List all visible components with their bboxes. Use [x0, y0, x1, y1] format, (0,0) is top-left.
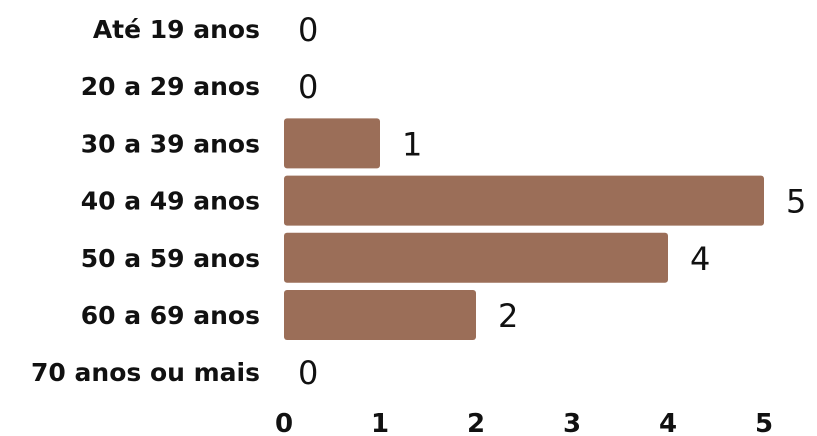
x-tick-label: 2 [467, 409, 485, 436]
bar [284, 290, 476, 340]
value-labels: 0 0 1 5 4 2 0 [298, 11, 806, 392]
category-label: 30 a 39 anos [81, 129, 260, 158]
category-label: 70 anos ou mais [31, 358, 260, 387]
bars [284, 118, 764, 340]
x-tick-label: 1 [371, 409, 389, 436]
data-label: 2 [498, 297, 518, 335]
bar [284, 232, 668, 283]
x-tick-label: 4 [659, 409, 677, 436]
data-label: 4 [690, 240, 710, 278]
category-label: 40 a 49 anos [81, 187, 260, 216]
x-tick-label: 3 [563, 409, 581, 436]
category-label: 60 a 69 anos [81, 301, 260, 330]
data-label: 0 [298, 11, 318, 49]
category-label: 20 a 29 anos [81, 72, 260, 101]
x-tick-label: 5 [755, 409, 773, 436]
data-label: 0 [298, 354, 318, 392]
category-label: 50 a 59 anos [81, 244, 260, 273]
data-label: 5 [786, 183, 806, 221]
data-label: 0 [298, 68, 318, 106]
bar [284, 118, 380, 169]
data-label: 1 [402, 125, 422, 163]
category-labels: Até 19 anos 20 a 29 anos 30 a 39 anos 40 a … [31, 15, 260, 387]
x-tick-label: 0 [275, 409, 293, 436]
category-label: Até 19 anos [93, 15, 260, 44]
bar [284, 175, 764, 226]
x-axis-ticks: 0 1 2 3 4 5 [275, 409, 773, 436]
